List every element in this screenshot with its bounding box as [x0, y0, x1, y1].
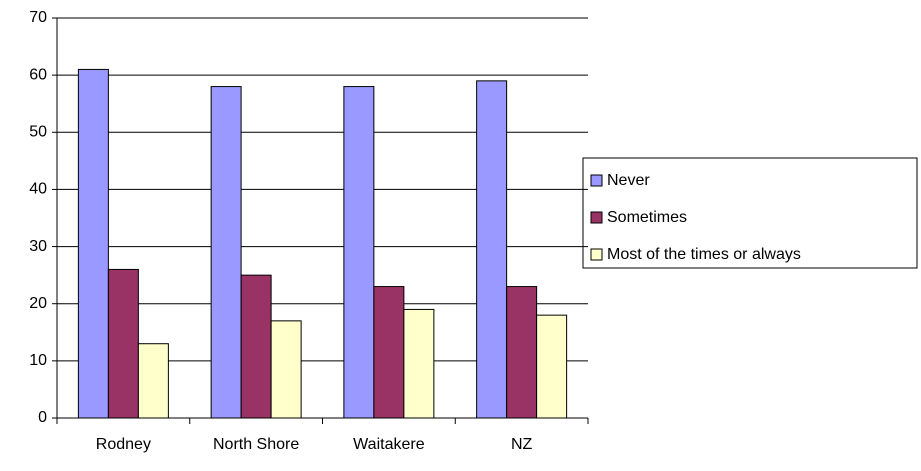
y-tick-label: 10 [29, 352, 47, 369]
legend-label: Most of the times or always [607, 246, 801, 263]
legend-swatch [590, 248, 603, 261]
bar [343, 86, 375, 419]
x-tick-label: Rodney [96, 436, 151, 453]
x-tick-label: NZ [511, 436, 533, 453]
bar [270, 320, 302, 419]
legend-label: Never [607, 172, 650, 189]
x-tick-label: Waitakere [353, 436, 425, 453]
y-tick-label: 60 [29, 66, 47, 83]
x-tick-label: North Shore [213, 436, 299, 453]
bar [373, 286, 405, 419]
y-tick-label: 20 [29, 295, 47, 312]
legend-swatch [590, 211, 603, 224]
y-tick-label: 50 [29, 124, 47, 141]
bar [506, 286, 538, 419]
legend-label: Sometimes [607, 209, 687, 226]
bar [536, 314, 568, 419]
bar [137, 343, 169, 419]
bar [77, 68, 109, 419]
y-tick-label: 70 [29, 9, 47, 26]
legend-swatch [590, 174, 603, 187]
y-tick-label: 0 [38, 409, 47, 426]
y-tick-label: 30 [29, 238, 47, 255]
bar [107, 268, 139, 419]
y-tick-label: 40 [29, 181, 47, 198]
bar [476, 80, 508, 419]
bar [403, 308, 435, 419]
bar [210, 86, 242, 419]
bar [240, 274, 272, 419]
legend-box [582, 157, 918, 269]
